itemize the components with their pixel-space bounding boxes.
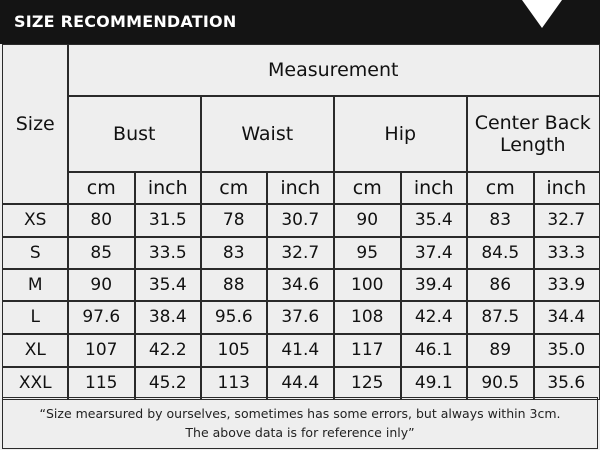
value-cell: 80 (67, 203, 136, 238)
value-cell: 34.6 (266, 268, 335, 302)
value-cell: 39.4 (400, 268, 468, 302)
value-cell: 42.2 (134, 333, 202, 368)
size-header: Size (2, 44, 69, 205)
value-cell: 95 (333, 236, 402, 270)
value-cell: 35.4 (134, 268, 202, 302)
value-cell: 90 (333, 203, 402, 238)
unit-header: inch (400, 171, 468, 205)
value-cell: 100 (333, 268, 402, 302)
value-cell: 89 (466, 333, 535, 368)
footer-line: The above data is for reference inly” (185, 425, 415, 440)
unit-header: inch (266, 171, 335, 205)
header-notch (522, 0, 562, 28)
value-cell: 117 (333, 333, 402, 368)
value-cell: 88 (200, 268, 268, 302)
value-cell: 34.4 (533, 300, 600, 335)
unit-header: cm (333, 171, 402, 205)
value-cell: 107 (67, 333, 136, 368)
value-cell: 35.6 (533, 366, 600, 400)
group-header: Center Back Length (466, 95, 600, 173)
header-title: SIZE RECOMMENDATION (14, 12, 237, 31)
value-cell: 41.4 (266, 333, 335, 368)
size-cell: XXL (2, 366, 69, 400)
unit-header: inch (533, 171, 600, 205)
value-cell: 113 (200, 366, 268, 400)
value-cell: 35.4 (400, 203, 468, 238)
value-cell: 90.5 (466, 366, 535, 400)
footer-line: “Size mearsured by ourselves, sometimes … (39, 406, 561, 421)
unit-header: inch (134, 171, 202, 205)
value-cell: 49.1 (400, 366, 468, 400)
value-cell: 46.1 (400, 333, 468, 368)
unit-header: cm (200, 171, 268, 205)
footer-note: “Size mearsured by ourselves, sometimes … (2, 397, 598, 449)
value-cell: 83 (466, 203, 535, 238)
value-cell: 78 (200, 203, 268, 238)
value-cell: 95.6 (200, 300, 268, 335)
value-cell: 32.7 (266, 236, 335, 270)
value-cell: 35.0 (533, 333, 600, 368)
value-cell: 108 (333, 300, 402, 335)
size-cell: M (2, 268, 69, 302)
value-cell: 42.4 (400, 300, 468, 335)
value-cell: 37.4 (400, 236, 468, 270)
value-cell: 87.5 (466, 300, 535, 335)
value-cell: 97.6 (67, 300, 136, 335)
value-cell: 115 (67, 366, 136, 400)
group-header: Hip (333, 95, 468, 173)
group-header: Bust (67, 95, 202, 173)
value-cell: 83 (200, 236, 268, 270)
value-cell: 32.7 (533, 203, 600, 238)
size-cell: S (2, 236, 69, 270)
value-cell: 31.5 (134, 203, 202, 238)
size-cell: XL (2, 333, 69, 368)
value-cell: 84.5 (466, 236, 535, 270)
unit-header: cm (466, 171, 535, 205)
unit-header: cm (67, 171, 136, 205)
group-header: Waist (200, 95, 335, 173)
value-cell: 30.7 (266, 203, 335, 238)
size-cell: XS (2, 203, 69, 238)
value-cell: 90 (67, 268, 136, 302)
size-cell: L (2, 300, 69, 335)
value-cell: 38.4 (134, 300, 202, 335)
value-cell: 125 (333, 366, 402, 400)
value-cell: 85 (67, 236, 136, 270)
value-cell: 33.5 (134, 236, 202, 270)
value-cell: 45.2 (134, 366, 202, 400)
measurement-header: Measurement (67, 44, 600, 97)
value-cell: 37.6 (266, 300, 335, 335)
value-cell: 86 (466, 268, 535, 302)
value-cell: 33.9 (533, 268, 600, 302)
header-bar: SIZE RECOMMENDATION (0, 0, 600, 44)
value-cell: 44.4 (266, 366, 335, 400)
value-cell: 33.3 (533, 236, 600, 270)
value-cell: 105 (200, 333, 268, 368)
